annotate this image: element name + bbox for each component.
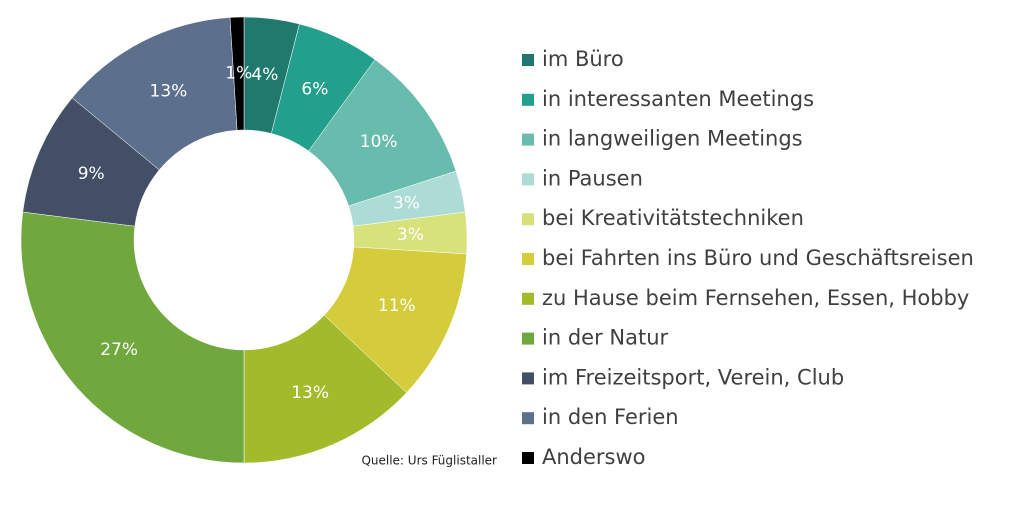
legend-label: zu Hause beim Fernsehen, Essen, Hobby xyxy=(542,286,969,310)
donut-slice xyxy=(20,211,245,464)
data-label: 27% xyxy=(100,340,138,360)
data-label: 1% xyxy=(225,64,252,84)
legend-label: in der Natur xyxy=(542,326,668,350)
data-label: 4% xyxy=(251,65,278,85)
data-label: 6% xyxy=(301,79,328,99)
data-label: 3% xyxy=(393,194,420,214)
legend-label: bei Kreativitätstechniken xyxy=(542,206,804,230)
data-label: 9% xyxy=(78,164,105,184)
legend-label: in den Ferien xyxy=(542,405,679,429)
legend-swatch xyxy=(522,54,534,66)
legend-swatch xyxy=(522,133,534,146)
legend-label: bei Fahrten ins Büro und Geschäftsreisen xyxy=(542,246,974,270)
legend-label: in langweiligen Meetings xyxy=(542,127,803,151)
legend-swatch xyxy=(522,173,534,186)
legend-swatch xyxy=(522,452,534,464)
legend-swatch xyxy=(522,213,534,226)
legend-label: im Büro xyxy=(542,47,624,71)
legend-label: in Pausen xyxy=(542,166,643,190)
legend-swatch xyxy=(522,93,534,106)
legend-label: im Freizeitsport, Verein, Club xyxy=(542,365,844,389)
data-label: 11% xyxy=(378,296,416,316)
donut-slice xyxy=(229,16,245,131)
data-label: 13% xyxy=(150,82,188,102)
data-label: 13% xyxy=(291,383,329,403)
legend-label: in interessanten Meetings xyxy=(542,87,814,111)
data-label: 3% xyxy=(397,225,424,245)
legend-swatch xyxy=(522,412,534,425)
legend-swatch xyxy=(522,292,534,305)
legend-swatch xyxy=(522,332,534,345)
legend-swatch xyxy=(522,253,534,265)
data-label: 10% xyxy=(360,132,398,152)
source-note: Quelle: Urs Füglistaller xyxy=(361,454,497,468)
legend-swatch xyxy=(522,372,534,385)
legend-label: Anderswo xyxy=(542,445,646,469)
